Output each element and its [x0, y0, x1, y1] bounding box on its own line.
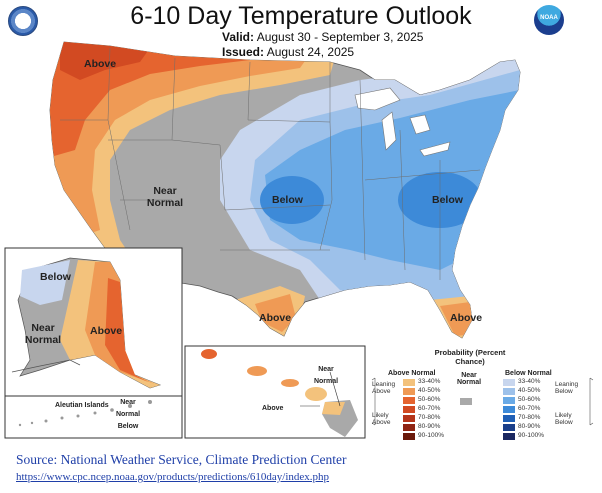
- issued-line: Issued: August 24, 2025: [222, 45, 354, 59]
- legend-above-swatch: [403, 388, 415, 395]
- source-text: Source: National Weather Service, Climat…: [16, 452, 347, 467]
- legend-above-range: 40-50%: [418, 387, 441, 394]
- label-below-east: Below: [432, 194, 463, 206]
- legend-near-swatch: [460, 398, 472, 405]
- legend-below-swatch: [503, 388, 515, 395]
- legend-below-range: 60-70%: [518, 405, 541, 412]
- legend-below-swatch: [503, 415, 515, 422]
- legend-bracket-below: [589, 377, 594, 426]
- label-ak-near-normal: Near Normal: [24, 322, 62, 346]
- legend-below-range: 70-80%: [518, 414, 541, 421]
- lake-michigan: [381, 111, 397, 151]
- commerce-seal-icon: [8, 6, 38, 36]
- legend-below-swatch: [503, 397, 515, 404]
- label-below-central: Below: [272, 194, 303, 206]
- above-40-50-tx: [255, 294, 296, 332]
- legend-below-range: 33-40%: [518, 378, 541, 385]
- ak-above-50: [105, 278, 148, 382]
- legend-above-swatch: [403, 406, 415, 413]
- noaa-logo-text: NOAA: [540, 15, 558, 21]
- legend-likely-above: Likely Above: [372, 412, 391, 426]
- label-aleutian: Aleutian Islands: [55, 402, 109, 409]
- label-above-fl: Above: [450, 312, 483, 324]
- legend-bracket-above: [371, 377, 376, 426]
- legend-below-swatch: [503, 433, 515, 440]
- legend-below-range: 90-100%: [518, 432, 545, 439]
- legend-above-swatch: [403, 424, 415, 431]
- state-borders: [60, 47, 481, 280]
- legend-below-swatch: [503, 406, 515, 413]
- legend-below-swatch: [503, 424, 515, 431]
- ak-below-33: [20, 260, 70, 305]
- legend-above-swatch: [403, 415, 415, 422]
- hi-kauai: [201, 349, 217, 359]
- label-near-normal: Near Normal: [146, 185, 184, 209]
- legend-likely-below: Likely Below: [555, 412, 573, 426]
- label-aleutian-near-normal: Near Normal Below: [115, 399, 141, 430]
- ak-peninsula: [11, 359, 81, 373]
- label-hi-near-normal: Near Normal: [313, 366, 339, 385]
- hi-oahu: [247, 366, 267, 376]
- label-ak-above: Above: [90, 325, 123, 337]
- issued-date: August 24, 2025: [266, 45, 355, 59]
- issued-label: Issued:: [222, 45, 265, 59]
- legend-above-range: 60-70%: [418, 405, 441, 412]
- above-40-50-fl: [440, 302, 476, 336]
- legend-above-range: 33-40%: [418, 378, 441, 385]
- label-above-tx: Above: [259, 312, 292, 324]
- legend-near-header: Near Normal: [456, 372, 482, 386]
- legend-below-swatch: [503, 379, 515, 386]
- hi-big-island-above: [322, 402, 345, 415]
- lake-huron: [409, 114, 431, 135]
- hi-maui: [305, 387, 327, 401]
- label-above-nw: Above: [84, 58, 117, 70]
- legend-leaning-below: Leaning Below: [555, 381, 579, 395]
- hi-molokai: [281, 379, 299, 387]
- noaa-logo-icon: NOAA: [534, 5, 564, 35]
- legend-below-range: 50-60%: [518, 396, 541, 403]
- source-link[interactable]: https://www.cpc.ncep.noaa.gov/products/p…: [16, 471, 330, 483]
- legend-above-swatch: [403, 379, 415, 386]
- valid-dates: August 30 - September 3, 2025: [256, 30, 424, 44]
- hi-leader-near: [329, 371, 341, 407]
- label-ak-below: Below: [40, 271, 71, 283]
- legend-above-range: 70-80%: [418, 414, 441, 421]
- legend-above-range: 80-90%: [418, 423, 441, 430]
- lake-superior: [354, 87, 401, 111]
- legend-above-range: 50-60%: [418, 396, 441, 403]
- valid-line: Valid: August 30 - September 3, 2025: [222, 30, 423, 44]
- legend-below-range: 80-90%: [518, 423, 541, 430]
- legend-above-swatch: [403, 433, 415, 440]
- legend-above-swatch: [403, 397, 415, 404]
- aleutian-islands: [18, 400, 152, 427]
- legend-title: Probability (Percent Chance): [434, 348, 506, 366]
- aleutian-inset: [4, 395, 183, 439]
- legend-leaning-above: Leaning Above: [372, 381, 396, 395]
- legend-below-range: 40-50%: [518, 387, 541, 394]
- page-title: 6-10 Day Temperature Outlook: [130, 2, 472, 30]
- legend-below-header: Below Normal: [505, 370, 552, 377]
- legend-above-range: 90-100%: [418, 432, 445, 439]
- legend-above-header: Above Normal: [388, 370, 436, 377]
- valid-label: Valid:: [222, 30, 255, 44]
- below-60-70-central: [260, 176, 324, 224]
- label-hi-above: Above: [262, 405, 284, 412]
- lake-erie: [419, 141, 451, 157]
